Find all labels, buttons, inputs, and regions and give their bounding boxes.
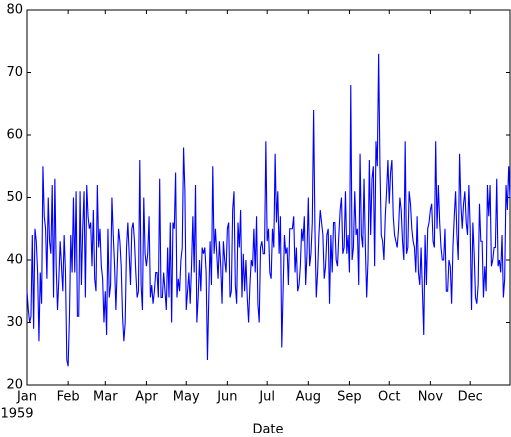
y-tick-label: 80 <box>6 3 23 18</box>
x-tick-label: May <box>173 390 200 405</box>
year-label: 1959 <box>0 407 33 422</box>
x-tick-label: Mar <box>93 390 118 405</box>
series-line <box>26 53 511 367</box>
x-tick-label: Aug <box>296 390 321 405</box>
y-tick-label: 40 <box>6 253 23 268</box>
y-tick-label: 50 <box>6 190 23 205</box>
x-tick-label: Nov <box>418 390 444 405</box>
x-tick-label: Jun <box>216 390 237 405</box>
x-tick-label: Feb <box>57 390 80 405</box>
x-tick-label: Jul <box>258 390 275 405</box>
x-tick-label: Dec <box>458 390 483 405</box>
x-tick-label: Sep <box>337 390 362 405</box>
x-tick-label: Oct <box>378 390 400 405</box>
y-tick-label: 20 <box>6 378 23 393</box>
x-tick-label: Apr <box>135 390 158 405</box>
y-tick-label: 60 <box>6 128 23 143</box>
y-tick-label: 30 <box>6 315 23 330</box>
x-axis-label: Date <box>252 423 283 434</box>
x-tick-label: Jan <box>16 390 37 405</box>
y-tick-label: 70 <box>6 65 23 80</box>
